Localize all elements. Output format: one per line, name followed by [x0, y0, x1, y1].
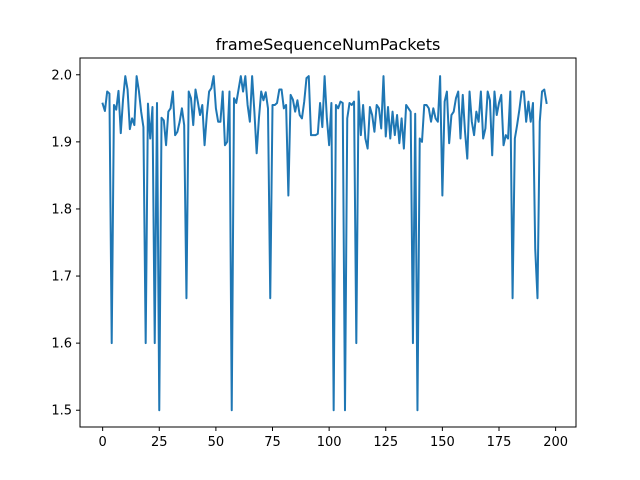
x-tick-label: 50	[208, 435, 225, 450]
x-tick-label: 200	[543, 435, 568, 450]
x-tick-label: 150	[430, 435, 455, 450]
y-tick-label: 1.6	[51, 337, 72, 352]
x-tick-label: 100	[317, 435, 342, 450]
plot-area	[101, 75, 548, 412]
x-tick-label: 75	[264, 435, 281, 450]
x-tick-label: 25	[151, 435, 168, 450]
y-tick-label: 1.8	[51, 202, 72, 217]
y-tick-label: 1.7	[51, 270, 72, 285]
y-tick-label: 2.0	[51, 68, 72, 83]
x-tick-label: 125	[373, 435, 398, 450]
chart-title: frameSequenceNumPackets	[216, 35, 441, 54]
x-tick-label: 0	[99, 435, 107, 450]
series-line	[101, 75, 548, 412]
y-tick-label: 1.9	[51, 135, 72, 150]
x-tick-label: 175	[487, 435, 512, 450]
y-tick-label: 1.5	[51, 404, 72, 419]
axis-ticks: 0 25 50 75 100 125 150 175 200 1.5 1.6 1.7 1.8 1.9 2.0	[51, 68, 568, 450]
axes-frame	[79, 57, 577, 428]
